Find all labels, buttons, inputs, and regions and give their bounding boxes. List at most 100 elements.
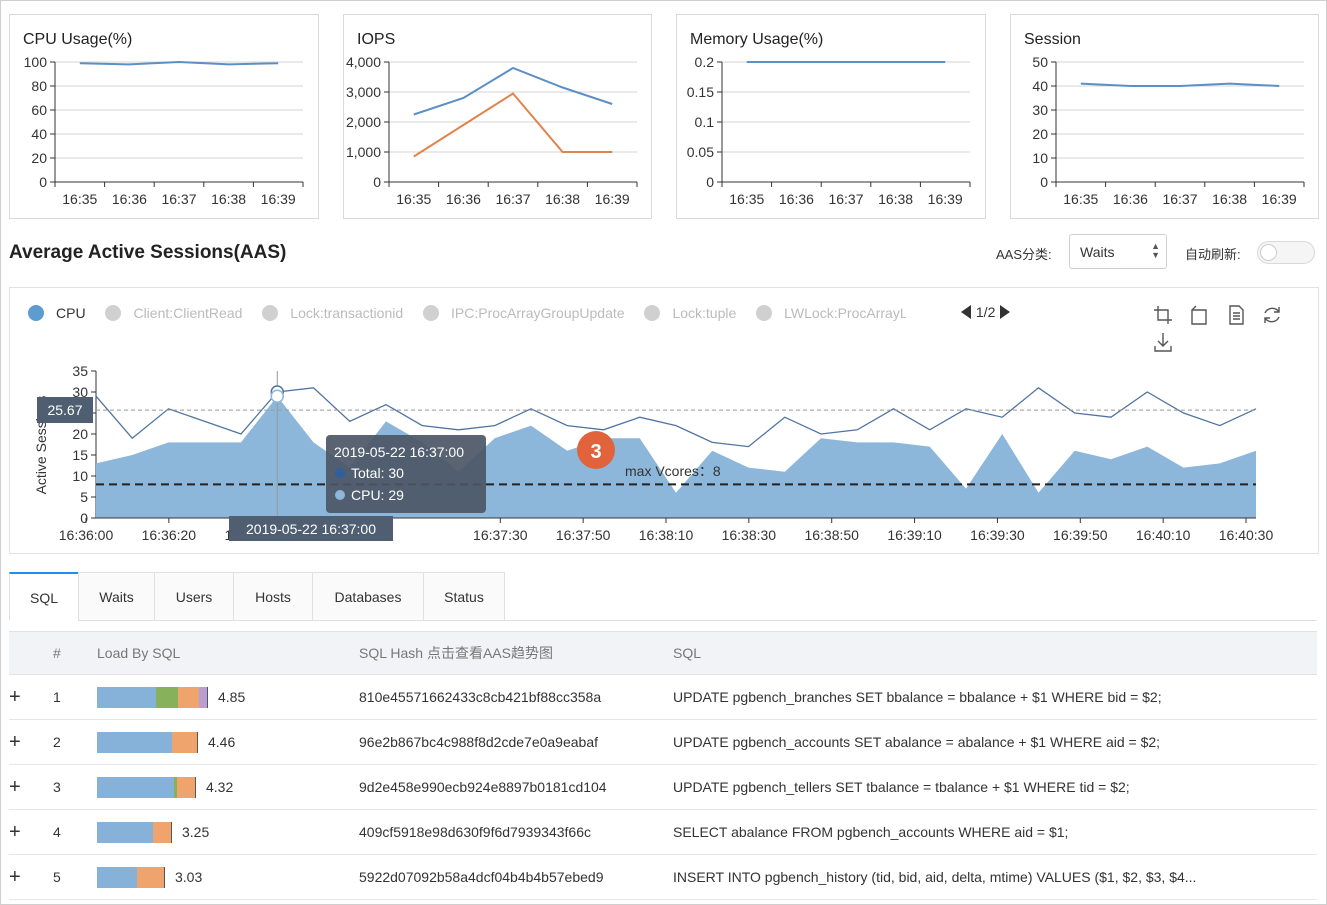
series-line: [1080, 82, 1280, 87]
chart-toolbox: [1152, 304, 1327, 358]
card-title: CPU Usage(%): [23, 31, 133, 48]
tab-status[interactable]: Status: [423, 572, 505, 621]
load-segment: [177, 776, 195, 798]
load-bar: [97, 776, 196, 798]
tab-waits[interactable]: Waits: [78, 572, 155, 621]
y-tick-label: 4,000: [346, 54, 381, 70]
auto-refresh-toggle[interactable]: [1257, 241, 1315, 264]
x-tick-label: 16:35: [396, 191, 431, 207]
x-tick-label: 16:38: [878, 191, 913, 207]
hash-column-header: SQL Hash 点击查看AAS趋势图: [359, 631, 673, 675]
load-cell: 4.32: [97, 764, 359, 810]
x-tick-label: 16:36: [446, 191, 481, 207]
load-segment: [97, 686, 156, 708]
x-tick-label: 16:36: [1113, 191, 1148, 207]
row-index: 5: [53, 854, 97, 900]
table-row: +4 3.25 409cf5918e98d630f9f6d7939343f66c SE…: [9, 809, 1317, 855]
aas-chart-panel: [9, 287, 1319, 554]
row-index: 3: [53, 764, 97, 810]
restore-icon[interactable]: [1261, 304, 1283, 326]
sql-text-link[interactable]: UPDATE pgbench_accounts SET abalance = a…: [673, 719, 1317, 765]
tab-databases[interactable]: Databases: [312, 572, 424, 621]
aas-legend: CPU Client:ClientRead Lock:transactionid…: [28, 305, 922, 321]
y-tick-label: 50: [1032, 54, 1048, 70]
load-segment: [156, 686, 178, 708]
session-chart: 50 40 30 20 10 0 16:35 16:36 16:37 16:38 16:39: [1032, 54, 1305, 207]
aas-category-label: AAS分类:: [996, 247, 1052, 262]
legend-page-number: 1/2: [975, 304, 996, 320]
sql-text-link[interactable]: UPDATE pgbench_branches SET bbalance = b…: [673, 674, 1317, 720]
series-line: [79, 60, 279, 66]
x-tick-label: 16:36: [779, 191, 814, 207]
x-tick-label: 16:35: [62, 191, 97, 207]
sql-hash-link[interactable]: 96e2b867bc4c988f8d2cde7e0a9eabaf: [359, 719, 673, 765]
series-line: [413, 66, 613, 116]
zoom-select-icon[interactable]: [1152, 304, 1174, 326]
cpu-usage-card: CPU Usage(%) 100 80 60 40 20 0 16:35 16:36 16:37…: [9, 14, 319, 219]
x-tick-label: 16:35: [729, 191, 764, 207]
legend-item-lock-tuple[interactable]: Lock:tuple: [644, 305, 736, 321]
sql-text-link[interactable]: INSERT INTO pgbench_history (tid, bid, a…: [673, 854, 1317, 900]
legend-item-lwlock-procarray[interactable]: LWLock:ProcArrayL: [756, 305, 906, 321]
legend-item-ipc-procarraygroupupdate[interactable]: IPC:ProcArrayGroupUpdate: [423, 305, 625, 321]
expand-row-icon[interactable]: +: [9, 674, 53, 720]
sql-hash-link[interactable]: 5922d07092b58a4dcf04b4b4b57ebed9: [359, 854, 673, 900]
load-value: 3.03: [175, 869, 203, 885]
y-tick-label: 3,000: [346, 84, 381, 100]
expand-row-icon[interactable]: +: [9, 764, 53, 810]
aas-category-select[interactable]: Waits ▲ ▼: [1069, 234, 1167, 269]
legend-pager: 1/2: [960, 304, 1011, 320]
load-segment: [137, 866, 164, 888]
load-value: 4.46: [208, 734, 236, 750]
auto-refresh-label: 自动刷新:: [1185, 247, 1241, 262]
load-segment: [97, 821, 153, 843]
legend-label: IPC:ProcArrayGroupUpdate: [451, 305, 625, 321]
sql-hash-link[interactable]: 810e45571662433c8cb421bf88cc358a: [359, 674, 673, 720]
load-segment: [97, 776, 174, 798]
expand-row-icon[interactable]: +: [9, 809, 53, 855]
load-segment: [199, 686, 207, 708]
sql-hash-link[interactable]: 9d2e458e990ecb924e8897b0181cd104: [359, 764, 673, 810]
legend-item-client-clientread[interactable]: Client:ClientRead: [105, 305, 242, 321]
aas-category-value: Waits: [1080, 244, 1115, 260]
legend-item-lock-transactionid[interactable]: Lock:transactionid: [262, 305, 403, 321]
tab-bar-line: [9, 620, 1317, 621]
load-cell: 3.03: [97, 854, 359, 900]
sql-text-link[interactable]: SELECT abalance FROM pgbench_accounts WH…: [673, 809, 1317, 855]
load-bar-end: [164, 866, 165, 888]
x-tick-label: 16:39: [595, 191, 630, 207]
legend-prev-icon[interactable]: [960, 304, 972, 320]
sql-hash-link[interactable]: 409cf5918e98d630f9f6d7939343f66c: [359, 809, 673, 855]
tab-sql[interactable]: SQL: [9, 572, 79, 621]
expand-row-icon[interactable]: +: [9, 854, 53, 900]
load-value: 4.32: [206, 779, 234, 795]
y-tick-label: 100: [24, 54, 48, 70]
legend-dot-icon: [28, 305, 44, 321]
x-tick-label: 16:37: [161, 191, 196, 207]
sql-text-link[interactable]: UPDATE pgbench_tellers SET tbalance = tb…: [673, 764, 1317, 810]
memory-usage-chart: 0.2 0.15 0.1 0.05 0 16:35 16:36 16:37 16:38 16:39: [687, 54, 971, 207]
legend-label: LWLock:ProcArrayL: [784, 305, 907, 321]
load-bar-end: [197, 731, 198, 753]
tab-hosts[interactable]: Hosts: [233, 572, 313, 621]
load-segment: [172, 731, 197, 753]
table-row: +5 3.03 5922d07092b58a4dcf04b4b4b57ebed9 IN…: [9, 854, 1317, 900]
y-tick-label: 40: [1032, 78, 1048, 94]
tab-users[interactable]: Users: [154, 572, 234, 621]
legend-label: CPU: [56, 305, 86, 321]
sql-column-header: SQL: [673, 631, 1317, 675]
load-bar: [97, 686, 208, 708]
download-icon[interactable]: [1152, 331, 1174, 353]
x-tick-label: 16:36: [112, 191, 147, 207]
x-tick-label: 16:39: [1262, 191, 1297, 207]
y-tick-label: 20: [1032, 126, 1048, 142]
data-view-icon[interactable]: [1225, 304, 1247, 326]
legend-item-cpu[interactable]: CPU: [28, 305, 86, 321]
y-tick-label: 80: [31, 78, 47, 94]
expand-row-icon[interactable]: +: [9, 719, 53, 765]
legend-dot-icon: [105, 305, 122, 321]
zoom-reset-icon[interactable]: [1188, 304, 1210, 326]
card-title: IOPS: [357, 31, 396, 48]
legend-next-icon[interactable]: [999, 304, 1011, 320]
load-bar-end: [195, 776, 196, 798]
